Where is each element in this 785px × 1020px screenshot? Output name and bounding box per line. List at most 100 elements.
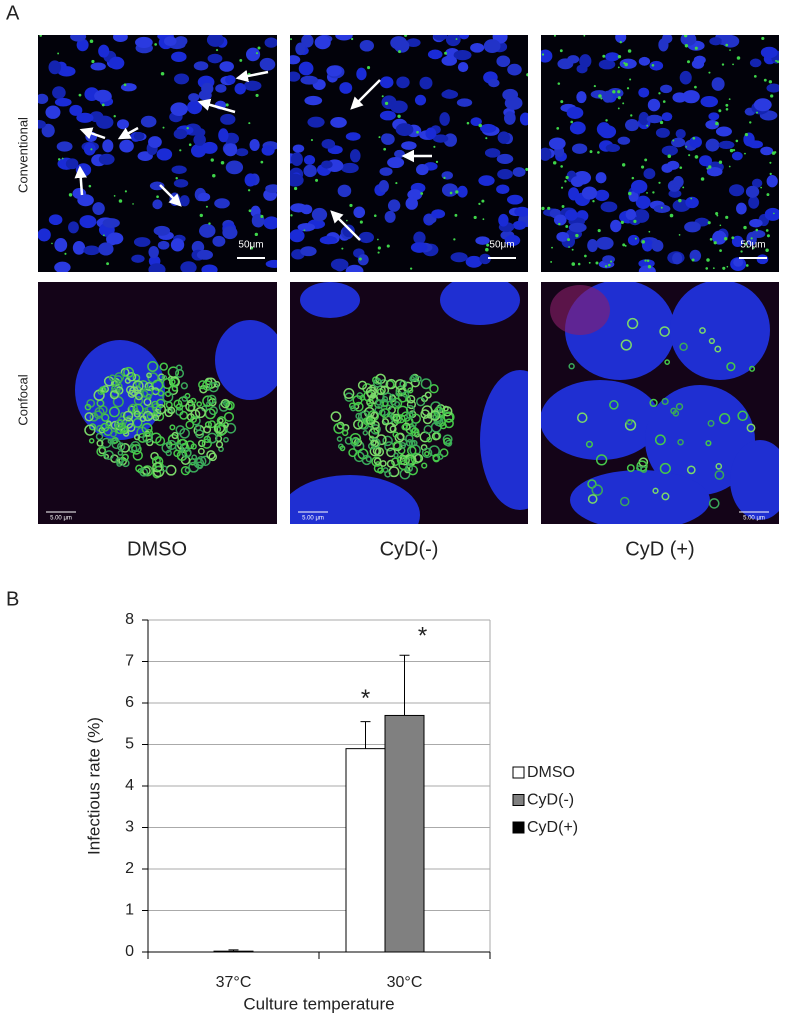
nucleus [90, 62, 106, 71]
green-dot [725, 215, 729, 219]
nucleus [171, 51, 187, 63]
nucleus [72, 240, 86, 255]
green-vesicle [195, 461, 204, 470]
green-vesicle [185, 420, 195, 430]
green-dot [624, 62, 628, 67]
nucleus [441, 89, 459, 99]
arrow [79, 127, 106, 140]
green-vesicle [367, 402, 374, 408]
green-vesicle [686, 465, 696, 475]
nucleus [326, 65, 342, 77]
green-vesicle [372, 378, 383, 388]
nucleus [670, 282, 770, 380]
green-dot [559, 49, 563, 53]
green-vesicle [208, 452, 218, 462]
nucleus [52, 86, 66, 100]
green-dot [602, 54, 606, 58]
green-dot [725, 43, 729, 47]
green-vesicle [154, 411, 165, 422]
nucleus [131, 254, 145, 263]
green-vesicle [659, 326, 670, 337]
green-vesicle [352, 395, 363, 406]
nucleus [456, 98, 473, 107]
nucleus [116, 119, 129, 130]
green-dot [644, 259, 647, 262]
green-dot [575, 233, 579, 238]
nucleus [65, 158, 79, 170]
green-vesicle [120, 442, 130, 453]
green-dot [691, 258, 695, 262]
green-vesicle [609, 400, 619, 410]
green-vesicle [367, 410, 380, 422]
nucleus [300, 246, 317, 257]
nucleus [98, 153, 115, 165]
green-vesicle [587, 494, 598, 504]
green-dot [260, 214, 264, 219]
y-tick-label: 8 [125, 611, 134, 628]
green-vesicle [375, 434, 387, 446]
green-dot [619, 41, 622, 44]
y-tick-label: 3 [125, 819, 134, 836]
nucleus [69, 104, 83, 116]
nucleus [661, 145, 678, 156]
green-vesicle [420, 378, 432, 390]
nucleus [672, 252, 683, 265]
green-dot [565, 175, 569, 180]
green-vesicle [422, 414, 433, 425]
green-vesicle [223, 411, 235, 422]
nucleus [207, 53, 223, 64]
green-dot [682, 186, 685, 189]
green-vesicle [353, 438, 363, 447]
green-vesicle [339, 445, 346, 452]
green-dot [39, 35, 42, 37]
green-vesicle [165, 449, 172, 457]
nucleus [439, 112, 450, 126]
green-dot [132, 203, 134, 205]
nucleus [594, 189, 610, 202]
green-dot [728, 98, 731, 101]
green-dot [156, 195, 159, 199]
green-dot [455, 38, 458, 40]
micrograph: 5.00 μm [541, 282, 779, 524]
green-vesicle [429, 383, 439, 394]
nucleus [661, 163, 673, 173]
green-vesicle [96, 446, 107, 457]
green-vesicle [146, 372, 152, 379]
green-vesicle [373, 457, 382, 465]
nucleus [638, 265, 656, 272]
green-vesicle [333, 422, 345, 434]
green-vesicle [654, 434, 666, 446]
green-dot [453, 238, 456, 241]
green-vesicle [207, 420, 216, 429]
green-dot [386, 244, 390, 248]
green-dot [449, 191, 453, 195]
nucleus [188, 93, 200, 102]
green-vesicle [113, 382, 123, 392]
green-dot [600, 97, 603, 100]
green-vesicle [748, 365, 756, 372]
green-dot [627, 49, 632, 53]
green-vesicle [375, 399, 383, 406]
green-dot [377, 251, 380, 254]
green-dot [752, 247, 755, 250]
green-dot [68, 193, 73, 197]
green-vesicle [144, 405, 156, 416]
arrow [350, 79, 381, 110]
nucleus [89, 111, 104, 123]
nucleus [548, 137, 566, 150]
nucleus [290, 229, 305, 243]
green-vesicle [392, 413, 401, 422]
nucleus [102, 218, 120, 228]
green-dot [351, 37, 354, 41]
green-vesicle [157, 389, 165, 397]
scale-bar-label: 50μm [238, 240, 263, 251]
nucleus [506, 194, 524, 205]
nucleus [745, 185, 760, 198]
green-vesicle [409, 375, 416, 382]
scale-bar-label: 5.00 μm [302, 516, 324, 522]
nucleus [721, 35, 740, 48]
green-vesicle [353, 419, 364, 430]
legend-swatch [512, 821, 525, 834]
green-dot [564, 180, 567, 183]
green-vesicle [343, 387, 355, 400]
